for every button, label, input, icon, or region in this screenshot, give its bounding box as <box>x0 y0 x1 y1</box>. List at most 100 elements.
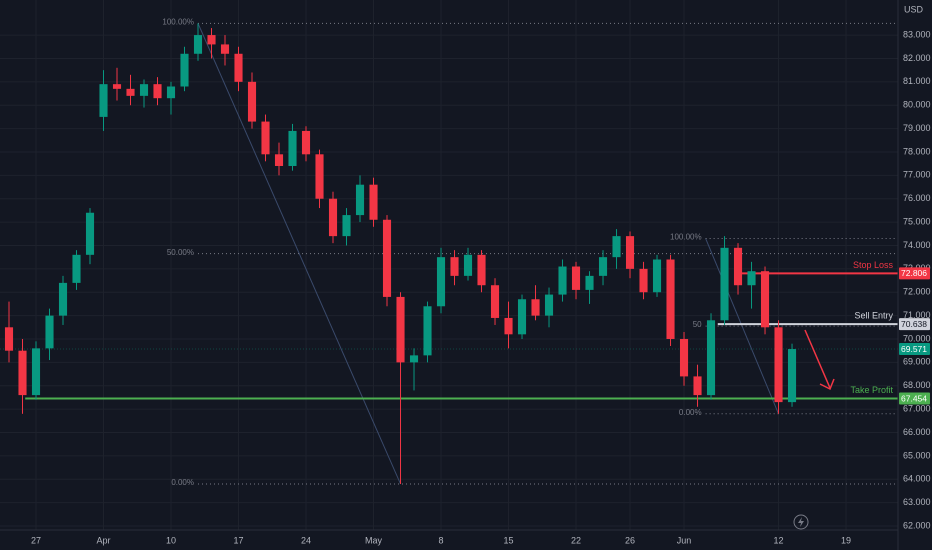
x-tick-label: 17 <box>234 535 244 545</box>
price-tag-label: 69.571 <box>901 344 927 354</box>
bolt-icon[interactable] <box>793 514 809 530</box>
fib-label: 50.00% <box>167 248 194 257</box>
y-tick-label: 62.000 <box>903 520 931 530</box>
candle-body <box>180 53 189 87</box>
x-tick-label: 22 <box>571 535 581 545</box>
x-tick-label: 19 <box>841 535 851 545</box>
fib-label: 0.00% <box>679 408 702 417</box>
axis: 62.000 63.000 64.000 65.000 66.000 67.000 68.0… <box>31 29 931 545</box>
y-tick-label: 71.000 <box>903 310 931 320</box>
candle-body <box>423 306 432 356</box>
candle-body <box>4 327 14 351</box>
candle-body <box>706 320 716 396</box>
candle-body <box>247 81 257 122</box>
y-tick-label: 67.000 <box>903 404 931 414</box>
price-tag-label: 72.806 <box>901 268 927 278</box>
candle-body <box>666 259 675 339</box>
candle-body <box>747 271 756 286</box>
candle-body <box>220 44 230 54</box>
candle-body <box>531 299 540 316</box>
candle-body <box>31 348 41 396</box>
y-tick-label: 66.000 <box>903 427 931 437</box>
candle-body <box>126 88 135 96</box>
candle-body <box>490 285 500 318</box>
x-tick-label: 10 <box>166 535 176 545</box>
y-tick-label: 78.000 <box>903 146 931 156</box>
candle-body <box>558 266 567 295</box>
trade-level-name: Sell Entry <box>854 310 893 320</box>
candle-body <box>369 184 378 220</box>
y-tick-label: 79.000 <box>903 123 931 133</box>
fib-label: 50 <box>693 320 702 329</box>
candle-body <box>652 259 662 293</box>
candle-body <box>787 349 797 403</box>
candle-body <box>720 247 729 321</box>
candle-body <box>207 35 216 45</box>
candle-body <box>193 35 203 54</box>
candle-body <box>639 268 648 293</box>
overlay <box>793 329 835 530</box>
candle-body <box>409 355 419 363</box>
drawings: 100.00% 50.00% 0.00% 100.00% 50 0.00% Stop Los… <box>0 17 898 487</box>
candle-body <box>571 266 581 290</box>
arrow <box>804 329 831 389</box>
x-tick-label: 27 <box>31 535 41 545</box>
y-tick-label: 76.000 <box>903 193 931 203</box>
candle-body <box>139 84 149 96</box>
candle-body <box>85 212 95 255</box>
y-tick-label: 64.000 <box>903 474 931 484</box>
candle-body <box>517 299 527 335</box>
candle-body <box>328 198 338 237</box>
candle-body <box>72 254 81 283</box>
trade-level-name: Take Profit <box>850 385 893 395</box>
candle-body <box>112 84 122 89</box>
price-tag-label: 67.454 <box>901 393 927 403</box>
candle-body <box>436 257 446 307</box>
candle-body <box>166 86 176 99</box>
price-tag <box>899 267 930 280</box>
x-tick-label: 24 <box>301 535 311 545</box>
candle-body <box>45 315 54 349</box>
trade-level-name: Stop Loss <box>853 260 894 270</box>
candle-body <box>274 154 284 166</box>
candle-body <box>99 84 108 117</box>
x-tick-label: 8 <box>439 535 444 545</box>
y-tick-label: 80.000 <box>903 100 931 110</box>
y-tick-label: 81.000 <box>903 76 931 86</box>
bolt <box>798 517 804 527</box>
candle-body <box>760 271 770 328</box>
y-tick-label: 72.000 <box>903 287 931 297</box>
candle-body <box>382 219 392 297</box>
candle-body <box>585 275 594 290</box>
price-tag <box>899 392 930 405</box>
candle-body <box>396 296 405 363</box>
candle-body <box>544 294 554 316</box>
y-tick-label: 82.000 <box>903 53 931 63</box>
currency: USD <box>904 4 924 14</box>
candle-body <box>598 257 608 276</box>
x-tick-label: 12 <box>774 535 784 545</box>
candle-body <box>477 254 486 286</box>
candle-body <box>18 350 27 396</box>
x-tick-label: 15 <box>504 535 514 545</box>
y-tick-label: 65.000 <box>903 450 931 460</box>
candle-body <box>288 130 297 166</box>
x-tick-label: May <box>365 535 383 545</box>
fib-label: 0.00% <box>171 478 194 487</box>
candle-body <box>733 247 743 286</box>
candle-body <box>301 130 311 155</box>
candle-body <box>355 184 365 216</box>
y-tick-label: 63.000 <box>903 497 931 507</box>
candle-body <box>612 236 621 258</box>
candle-body <box>679 338 689 377</box>
y-tick-label: 68.000 <box>903 380 931 390</box>
price-tag <box>899 343 930 356</box>
x-tick-label: Jun <box>677 535 692 545</box>
candle-body <box>153 84 162 99</box>
candle-body <box>463 254 473 276</box>
y-tick-label: 83.000 <box>903 29 931 39</box>
x-tick-label: Apr <box>96 535 110 545</box>
fib-trend <box>197 23 401 485</box>
y-tick-label: 69.000 <box>903 357 931 367</box>
